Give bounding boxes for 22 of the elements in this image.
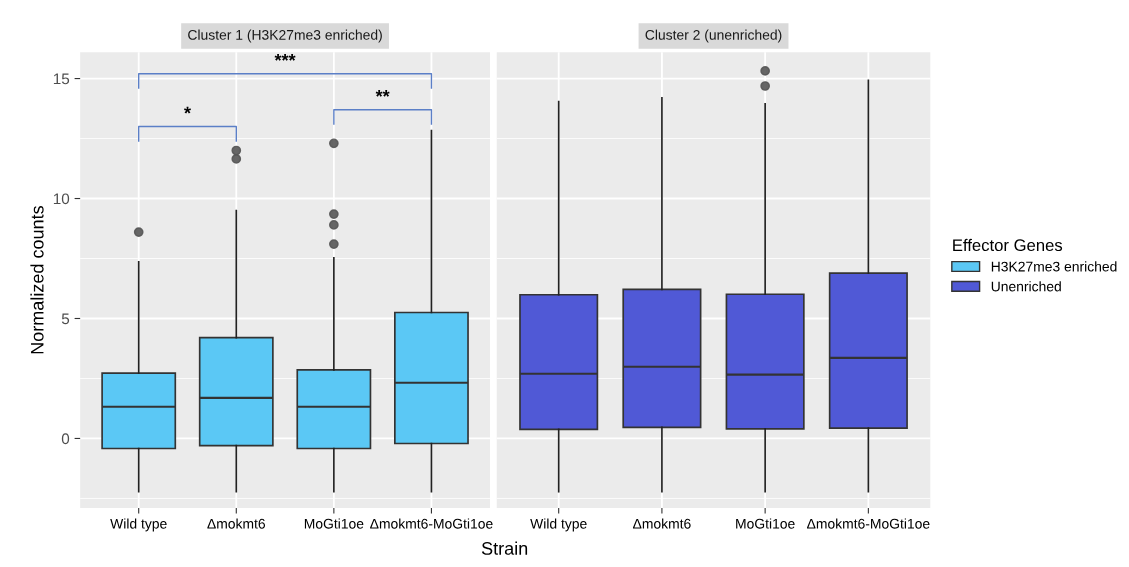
x-tick-label: Δmokmt6 — [633, 518, 691, 529]
annotation: *** — [274, 53, 296, 61]
annotation: * — [184, 106, 191, 114]
chart-title: Cluster 2 (unenriched) — [645, 29, 782, 43]
x-tick-label: MoGti1oe — [304, 518, 364, 529]
legend-label: Unenriched — [991, 281, 1061, 292]
y-tick-label: 15 — [53, 73, 70, 85]
y-tick-label: 0 — [61, 433, 70, 445]
x-tick-label: MoGti1oe — [736, 518, 795, 529]
x-tick-label: Δmokmt6 — [207, 518, 266, 529]
x-axis-title: Strain — [481, 541, 528, 555]
x-tick-label: Δmokmt6-MoGti1oe — [370, 518, 493, 529]
x-tick-label: Wild type — [530, 518, 587, 532]
y-tick-label: 10 — [53, 193, 70, 205]
annotation: ** — [375, 89, 390, 97]
legend-label: H3K27me3 enriched — [991, 261, 1117, 272]
y-axis-title: Normalized counts — [30, 205, 44, 354]
legend-title: Effector Genes — [953, 238, 1063, 252]
x-tick-label: Δmokmt6-MoGti1oe — [807, 518, 930, 529]
x-tick-label: Wild type — [110, 518, 167, 532]
y-tick-label: 5 — [61, 313, 70, 325]
chart-title: Cluster 1 (H3K27me3 enriched) — [188, 29, 382, 43]
